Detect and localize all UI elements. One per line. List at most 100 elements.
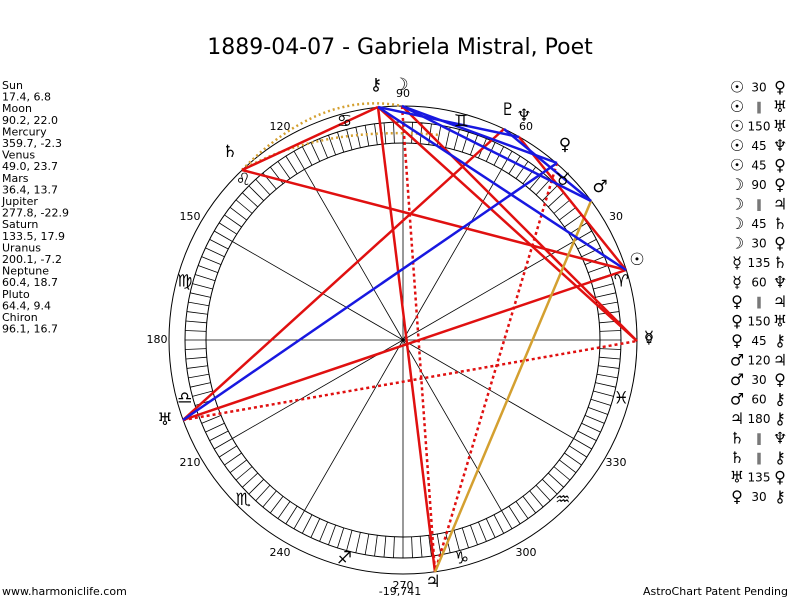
aspect-kind: ∥	[756, 432, 762, 446]
aspect-planet: ♃	[773, 292, 787, 311]
ring-tick	[595, 292, 616, 298]
planet-glyph: ♃	[425, 572, 440, 592]
ring-tick	[581, 422, 601, 433]
ring-tick	[493, 514, 505, 534]
planet-name: Moon	[2, 102, 32, 115]
aspect-kind: 30	[751, 490, 766, 504]
aspect-planet: ☽	[730, 175, 744, 194]
degree-label: 150	[179, 210, 200, 223]
ring-tick	[470, 135, 478, 156]
aspect-kind: ∥	[756, 451, 762, 465]
ring-tick	[301, 514, 313, 534]
ring-tick	[328, 135, 336, 156]
ring-tick	[535, 484, 551, 501]
aspect-planet: ⚷	[774, 390, 786, 409]
ring-tick	[428, 535, 432, 557]
zodiac-sign: ♎	[177, 388, 192, 408]
aspect-planet: ♀	[731, 312, 743, 331]
aspect-line	[241, 131, 441, 172]
zodiac-sign: ♍	[177, 272, 192, 292]
aspect-line	[182, 339, 638, 422]
ring-tick	[470, 524, 478, 545]
ring-tick	[559, 206, 577, 221]
ring-tick	[201, 256, 222, 265]
aspect-kind: 90	[751, 178, 766, 192]
ring-tick	[186, 311, 208, 315]
aspect-line	[401, 104, 592, 203]
degree-label: 90	[396, 87, 410, 100]
ring-tick	[593, 390, 614, 397]
ring-tick	[328, 524, 336, 545]
aspect-line	[377, 105, 627, 272]
ring-tick	[522, 496, 537, 514]
aspect-planet: ☉	[730, 156, 744, 175]
ring-tick	[596, 373, 618, 379]
ring-tick	[587, 265, 608, 273]
aspect-line	[241, 102, 403, 171]
ring-tick	[185, 348, 207, 350]
aspect-line	[433, 200, 593, 573]
aspect-planet: ☽	[730, 234, 744, 253]
aspect-planet: ☉	[730, 117, 744, 136]
ring-tick	[419, 536, 423, 558]
ring-tick	[188, 301, 210, 307]
ring-tick	[584, 415, 605, 424]
ring-tick	[310, 518, 321, 538]
spoke	[304, 339, 404, 511]
degree-label: 300	[516, 546, 537, 559]
ring-tick	[346, 530, 353, 551]
ring-tick	[285, 155, 298, 175]
ring-tick	[573, 230, 592, 242]
zodiac-sign: ♌	[236, 170, 251, 190]
aspect-planet: ♀	[774, 468, 786, 487]
zodiac-sign: ♒	[555, 490, 570, 510]
ring-tick	[564, 452, 582, 466]
aspect-kind: 150	[748, 315, 771, 329]
ring-tick	[355, 127, 361, 148]
aspect-planet: ♆	[773, 273, 787, 292]
ring-tick	[393, 122, 395, 144]
aspect-planet: ☽	[730, 195, 744, 214]
ring-tick	[383, 122, 387, 144]
ring-tick	[229, 206, 247, 221]
ring-tick	[186, 365, 208, 369]
aspect-line	[376, 106, 437, 573]
ring-tick	[346, 129, 353, 150]
ring-tick	[577, 430, 597, 442]
ring-tick	[568, 222, 588, 235]
ring-tick	[190, 292, 211, 298]
ring-tick	[501, 510, 513, 529]
degree-label: 240	[270, 546, 291, 559]
spoke	[232, 241, 404, 341]
aspect-planet: ♆	[773, 136, 787, 155]
aspect-planet: ♄	[730, 429, 744, 448]
aspect-planet: ☉	[730, 136, 744, 155]
ring-tick	[564, 214, 582, 228]
aspect-planet: ♅	[773, 117, 787, 136]
spoke	[402, 339, 502, 511]
ring-tick	[192, 390, 213, 397]
planet-glyph: ♅	[157, 410, 172, 430]
planet-glyph: ☿	[644, 328, 654, 348]
aspect-line	[401, 104, 558, 165]
aspect-kind: 180	[748, 412, 771, 426]
ring-tick	[209, 238, 229, 250]
aspect-kind: 30	[751, 81, 766, 95]
ring-tick	[218, 222, 238, 235]
aspect-planet: ⚷	[774, 409, 786, 428]
planet-glyph: ♀	[559, 135, 571, 155]
aspect-planet: ♀	[731, 487, 743, 506]
ring-tick	[229, 459, 247, 474]
degree-label: 330	[606, 456, 627, 469]
ring-tick	[319, 521, 328, 542]
aspect-planet: ♂	[730, 370, 744, 389]
planet-position: 96.1, 16.7	[2, 323, 58, 336]
degree-label: 0	[646, 333, 653, 346]
ring-tick	[383, 536, 387, 558]
aspect-planet: ♅	[773, 97, 787, 116]
aspect-kind: 120	[748, 354, 771, 368]
aspect-line	[182, 161, 558, 422]
ring-tick	[599, 330, 621, 332]
